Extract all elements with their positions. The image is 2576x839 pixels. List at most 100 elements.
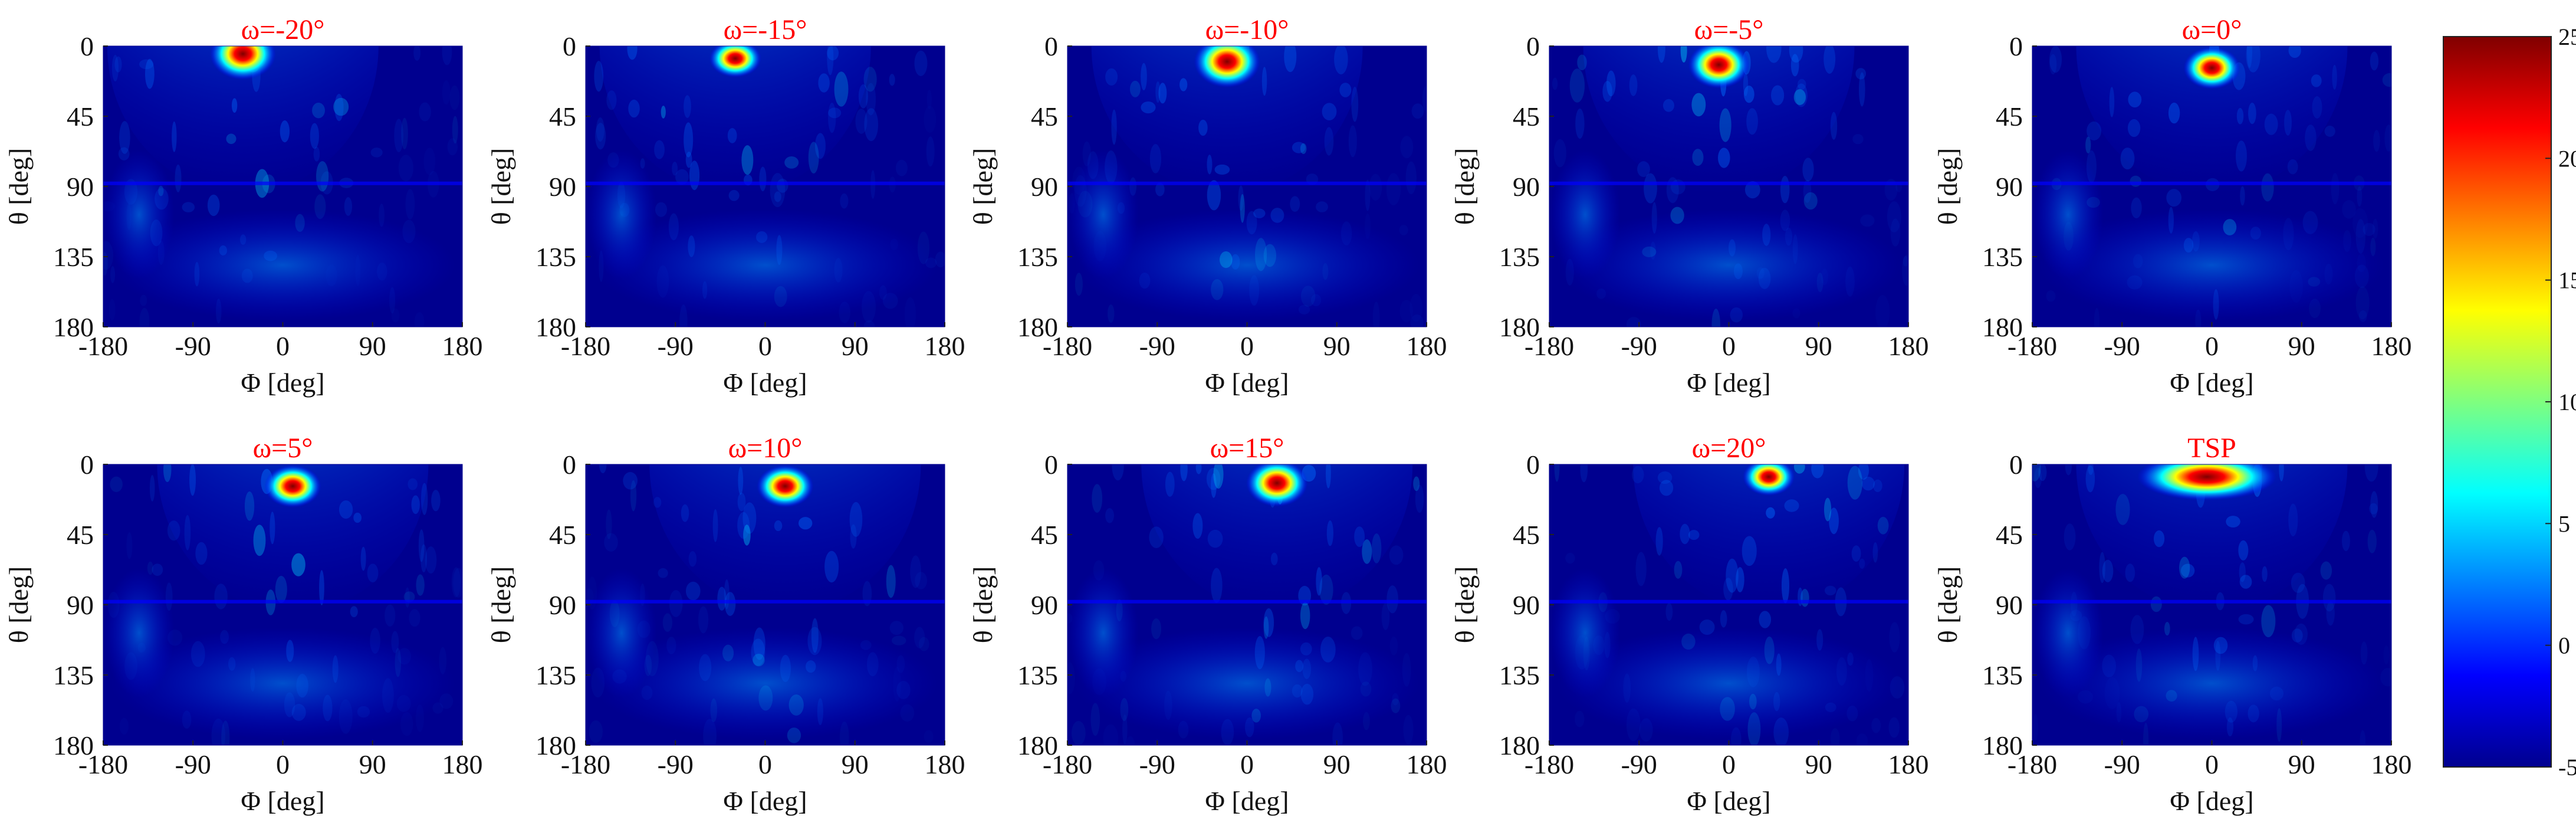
speckle bbox=[646, 641, 659, 677]
speckle bbox=[357, 706, 370, 718]
speckle bbox=[314, 194, 326, 219]
speckle bbox=[1565, 258, 1574, 286]
speckle bbox=[935, 251, 945, 268]
x-axis-label: Φ [deg] bbox=[241, 368, 324, 398]
speckle bbox=[451, 567, 461, 598]
speckle bbox=[415, 704, 424, 732]
speckle bbox=[774, 191, 781, 202]
speckle bbox=[640, 158, 645, 169]
speckle bbox=[326, 264, 337, 287]
speckle bbox=[656, 265, 669, 298]
speckle bbox=[2143, 723, 2149, 745]
speckle bbox=[2116, 702, 2122, 723]
x-tick-label: -180 bbox=[561, 749, 610, 779]
speckle bbox=[2086, 150, 2097, 183]
speckle bbox=[377, 262, 387, 281]
speckle bbox=[738, 466, 744, 495]
speckle bbox=[1846, 705, 1858, 722]
speckle bbox=[1845, 266, 1855, 297]
y-tick-label: 90 bbox=[549, 590, 576, 620]
speckle bbox=[241, 268, 253, 283]
speckle bbox=[1764, 636, 1775, 664]
lower-ripple bbox=[1556, 627, 1901, 740]
speckle bbox=[1363, 712, 1370, 730]
speckle bbox=[425, 546, 437, 574]
speckle bbox=[1399, 225, 1408, 235]
speckle bbox=[1766, 507, 1775, 519]
speckle bbox=[1855, 68, 1867, 80]
speckle bbox=[1593, 635, 1605, 656]
speckle bbox=[2192, 637, 2199, 671]
speckle bbox=[1105, 150, 1118, 184]
speckle bbox=[630, 480, 637, 512]
speckle bbox=[216, 299, 222, 324]
speckle bbox=[1780, 209, 1790, 231]
speckle bbox=[669, 590, 683, 617]
speckle bbox=[1386, 173, 1401, 205]
speckle bbox=[1164, 690, 1172, 720]
speckle bbox=[1264, 678, 1271, 697]
speckle bbox=[167, 629, 183, 646]
y-tick-label: 45 bbox=[549, 520, 576, 550]
speckle bbox=[1292, 142, 1306, 153]
speckle bbox=[1392, 693, 1399, 706]
speckle bbox=[699, 654, 712, 681]
speckle bbox=[1207, 180, 1221, 211]
speckle bbox=[275, 575, 287, 604]
x-tick-label: 90 bbox=[1323, 331, 1351, 361]
y-tick-label: 90 bbox=[67, 172, 94, 202]
speckle bbox=[2166, 189, 2182, 207]
lobe-glow bbox=[157, 464, 429, 612]
y-tick-label: 135 bbox=[535, 660, 576, 690]
speckle bbox=[333, 97, 349, 116]
x-tick-label: -180 bbox=[2007, 749, 2057, 779]
speckle bbox=[2225, 700, 2237, 723]
speckle bbox=[1263, 244, 1277, 267]
speckle bbox=[139, 307, 150, 327]
speckle bbox=[2382, 73, 2391, 87]
speckle bbox=[2130, 175, 2141, 187]
speckle bbox=[310, 123, 319, 149]
x-tick-label: 0 bbox=[276, 749, 290, 779]
speckle bbox=[231, 98, 238, 113]
speckle bbox=[1875, 295, 1890, 327]
speckle bbox=[1389, 545, 1404, 565]
speckle bbox=[1691, 93, 1706, 117]
speckle bbox=[1149, 144, 1162, 173]
speckle bbox=[405, 189, 415, 219]
speckle bbox=[2120, 148, 2135, 170]
speckle bbox=[806, 660, 816, 673]
y-tick-label: 45 bbox=[1031, 101, 1058, 132]
speckle bbox=[119, 121, 130, 154]
speckle bbox=[817, 698, 823, 726]
speckle bbox=[890, 238, 898, 251]
y-tick-label: 180 bbox=[535, 730, 576, 761]
speckle bbox=[862, 581, 872, 607]
panel-title: ω=0° bbox=[2182, 14, 2242, 45]
speckle bbox=[784, 156, 799, 169]
speckle bbox=[770, 173, 786, 208]
speckle bbox=[1069, 193, 1075, 214]
speckle bbox=[609, 600, 620, 627]
speckle bbox=[724, 592, 736, 616]
speckle bbox=[2215, 641, 2221, 671]
speckle bbox=[1362, 539, 1372, 564]
speckle bbox=[155, 188, 169, 210]
heatmap-panel: TSP -180 -90 0 90 180 0 45 90 135 180 Φ [deg] θ [deg… bbox=[1933, 432, 2412, 816]
panel-title: ω=-20° bbox=[241, 14, 325, 45]
speckle bbox=[114, 56, 122, 73]
x-tick-label: -90 bbox=[175, 749, 211, 779]
speckle bbox=[1065, 663, 1075, 694]
speckle bbox=[799, 517, 813, 530]
speckle bbox=[1718, 148, 1730, 168]
colorbar-bar bbox=[2443, 36, 2552, 768]
y-tick-label: 90 bbox=[1513, 172, 1540, 202]
speckle bbox=[2085, 136, 2091, 153]
speckle bbox=[1746, 108, 1758, 135]
speckle bbox=[1688, 530, 1700, 540]
speckle bbox=[1902, 255, 1908, 286]
lower-ripple bbox=[1556, 209, 1901, 322]
colorbar-tick-label: 10 bbox=[2558, 389, 2576, 415]
speckle bbox=[743, 525, 751, 546]
speckle bbox=[619, 202, 630, 217]
